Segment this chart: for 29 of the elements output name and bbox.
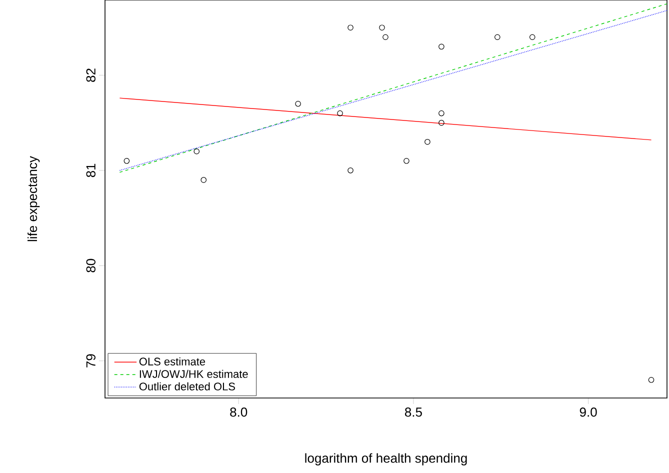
point	[379, 24, 385, 31]
legend-label: IWJ/OWJ/HK estimate	[140, 370, 248, 378]
point	[337, 110, 343, 116]
y-tick-label: 82	[86, 68, 96, 82]
x-tick-label: 8.0	[230, 408, 248, 417]
legend-label: Outlier deleted OLS	[139, 382, 235, 390]
x-tick-label: 9.0	[580, 408, 597, 417]
y-axis-title: life expectancy	[28, 156, 40, 242]
point	[648, 376, 654, 383]
point	[200, 177, 207, 183]
point	[404, 158, 410, 164]
point	[382, 34, 388, 40]
point	[348, 168, 354, 174]
point	[438, 110, 444, 116]
y-tick-label: 79	[86, 354, 96, 368]
point	[295, 100, 301, 107]
point	[348, 24, 354, 31]
point	[438, 44, 444, 50]
point	[124, 158, 130, 164]
point	[529, 34, 536, 40]
y-tick-label: 81	[86, 164, 96, 178]
x-axis-title: logarithm of health spending	[305, 453, 467, 466]
point	[438, 120, 444, 126]
point	[424, 138, 430, 145]
legend-label: OLS estimate	[139, 357, 206, 366]
x-tick-label: 8.5	[404, 408, 422, 417]
point	[194, 148, 200, 154]
y-tick-label: 80	[86, 258, 96, 272]
point	[494, 34, 500, 40]
